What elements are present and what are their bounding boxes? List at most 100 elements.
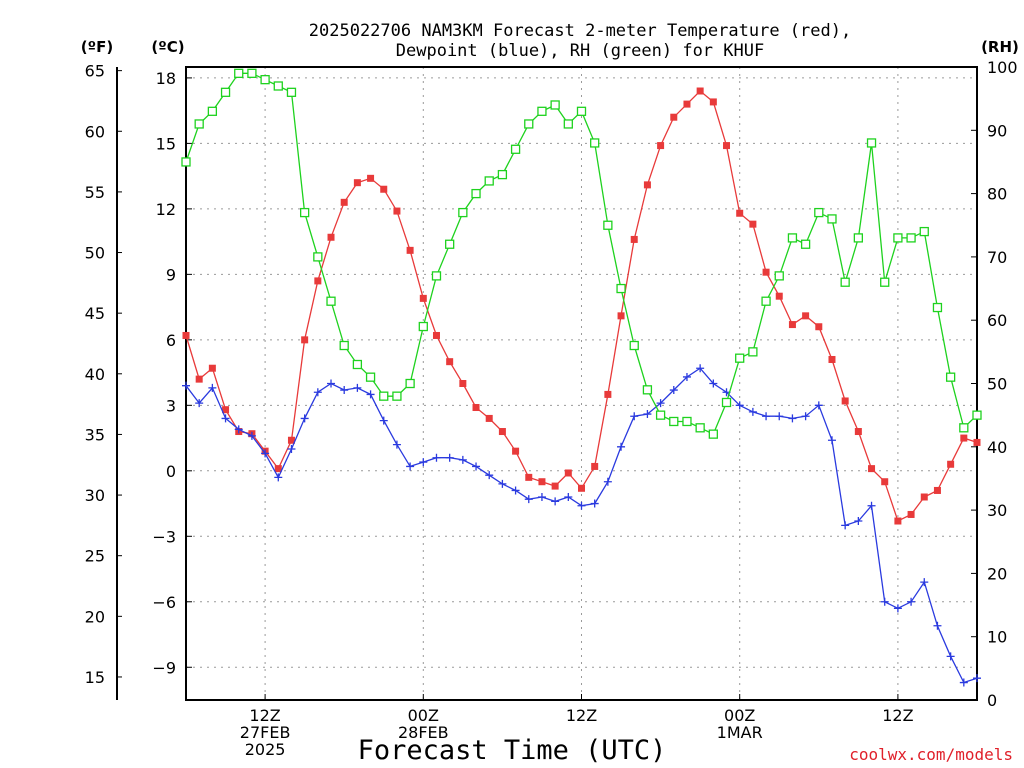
dewpoint-point (247, 431, 256, 440)
rh-point (286, 87, 297, 97)
source-credit[interactable]: coolwx.com/models (849, 745, 1013, 764)
dewpoint-point (511, 486, 520, 495)
dewpoint-point (788, 414, 797, 423)
rh-point (774, 271, 784, 281)
temperature-point (222, 406, 230, 414)
rh-point (471, 188, 481, 199)
dewpoint-point (353, 383, 362, 392)
rh-point (603, 220, 613, 230)
temperature-point (446, 358, 454, 366)
dewpoint-point (313, 388, 322, 397)
temperature-point (894, 517, 902, 525)
temperature-point (643, 181, 651, 189)
celsius-tick-label: 6 (166, 331, 176, 350)
temperature-point (841, 397, 849, 405)
fahrenheit-tick-label: 20 (85, 607, 105, 626)
rh-point (814, 207, 824, 218)
temperature-point (525, 473, 533, 481)
rh-point (273, 81, 283, 91)
rh-tick-label: 0 (987, 691, 997, 710)
rh-point (181, 157, 191, 167)
fahrenheit-tick-label: 35 (85, 425, 105, 444)
dewpoint-point (709, 379, 718, 388)
dewpoint-point (801, 412, 810, 421)
rh-point (313, 252, 323, 262)
temperature-point (749, 220, 757, 228)
temperature-point (551, 482, 559, 490)
rh-point (563, 119, 573, 129)
temperature-point (353, 179, 361, 187)
fahrenheit-tick-label: 25 (85, 547, 105, 566)
dewpoint-point (419, 458, 428, 467)
temperature-point (380, 185, 388, 193)
dewpoint-point (590, 499, 599, 508)
rh-tick-label: 50 (987, 375, 1007, 394)
temperature-point (815, 323, 823, 331)
dewpoint-point (827, 436, 836, 445)
rh-point (959, 423, 969, 433)
temperature-point (419, 294, 427, 302)
temperature-point (564, 469, 572, 477)
fahrenheit-tick-label: 15 (85, 668, 105, 687)
temperature-point (459, 380, 467, 387)
dewpoint-series (182, 364, 981, 687)
temperature-point (868, 465, 876, 473)
rh-point (932, 302, 943, 313)
temperature-point (512, 447, 520, 455)
dewpoint-point (933, 621, 942, 630)
fahrenheit-tick-label: 30 (85, 486, 105, 505)
dewpoint-point (195, 399, 204, 408)
fahrenheit-tick-label: 45 (85, 304, 105, 323)
temperature-point (538, 478, 546, 486)
temperature-point (432, 331, 440, 339)
rh-point (669, 416, 679, 427)
rh-point (207, 106, 218, 116)
temperature-point (472, 404, 480, 412)
dewpoint-point (893, 604, 902, 613)
temperature-point (208, 364, 216, 372)
temperature-point (393, 207, 401, 215)
rh-point (431, 271, 442, 281)
x-tick-label: 12Z (882, 706, 913, 725)
dewpoint-point (445, 453, 454, 462)
rh-point (194, 119, 204, 129)
rh-series (181, 68, 982, 439)
fahrenheit-unit-label: (ºF) (81, 38, 113, 56)
celsius-tick-label: −3 (152, 527, 176, 546)
x-tick-label: 00Z (408, 706, 439, 725)
dewpoint-point (775, 412, 784, 421)
dewpoint-point (643, 410, 652, 419)
temperature-point (854, 428, 862, 436)
rh-point (484, 176, 494, 186)
rh-point (853, 233, 863, 243)
temperature-point (762, 268, 770, 276)
dewpoint-point (234, 425, 243, 434)
celsius-tick-label: 9 (166, 265, 176, 284)
dewpoint-point (458, 455, 467, 464)
rh-point (247, 68, 257, 78)
dewpoint-point (696, 364, 705, 373)
celsius-tick-label: 3 (166, 396, 176, 415)
dewpoint-point (379, 416, 388, 425)
rh-point (945, 372, 956, 382)
celsius-tick-label: −9 (152, 658, 176, 677)
rh-point (339, 340, 349, 351)
rh-point (379, 391, 389, 401)
dewpoint-point (880, 597, 889, 606)
temperature-point (696, 87, 704, 95)
rh-point (352, 359, 363, 370)
celsius-tick-label: 0 (166, 462, 176, 481)
temperature-point (327, 233, 335, 241)
celsius-tick-label: 18 (156, 69, 176, 88)
temperature-point (301, 336, 309, 344)
rh-point (682, 416, 692, 427)
rh-tick-label: 10 (987, 628, 1007, 647)
rh-point (708, 429, 718, 439)
dewpoint-point (735, 401, 744, 410)
rh-point (365, 372, 376, 382)
dewpoint-point (208, 383, 217, 392)
temperature-point (802, 312, 810, 320)
rh-point (893, 233, 903, 243)
rh-point (234, 68, 244, 78)
temperature-point (195, 375, 203, 383)
